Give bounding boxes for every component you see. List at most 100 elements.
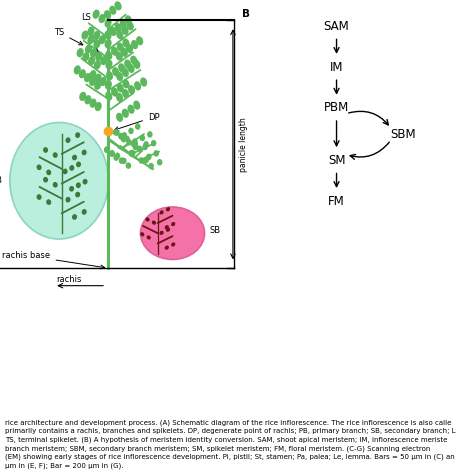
Ellipse shape [82, 209, 87, 215]
Ellipse shape [121, 157, 127, 164]
Ellipse shape [146, 154, 152, 160]
Ellipse shape [72, 155, 77, 160]
Ellipse shape [109, 150, 115, 157]
Ellipse shape [137, 146, 142, 152]
Text: LS: LS [82, 13, 100, 57]
Ellipse shape [105, 51, 112, 60]
Ellipse shape [122, 109, 129, 118]
Ellipse shape [87, 27, 94, 36]
Ellipse shape [140, 77, 147, 87]
Ellipse shape [90, 99, 97, 108]
Text: rachis base: rachis base [2, 251, 105, 269]
Ellipse shape [124, 136, 130, 142]
Text: C: C [5, 294, 11, 303]
Ellipse shape [142, 144, 148, 150]
Ellipse shape [166, 207, 170, 211]
Ellipse shape [53, 152, 58, 158]
Ellipse shape [36, 164, 42, 170]
Ellipse shape [116, 113, 123, 122]
Ellipse shape [100, 56, 108, 65]
Ellipse shape [121, 132, 127, 138]
Ellipse shape [122, 68, 129, 77]
Ellipse shape [113, 129, 118, 136]
Ellipse shape [143, 157, 149, 163]
Ellipse shape [106, 71, 113, 80]
Ellipse shape [128, 64, 135, 73]
Ellipse shape [76, 162, 81, 167]
Ellipse shape [146, 218, 150, 221]
Ellipse shape [113, 155, 119, 161]
Ellipse shape [128, 128, 134, 134]
Ellipse shape [82, 179, 88, 184]
Text: St: St [343, 309, 350, 314]
Ellipse shape [73, 65, 81, 74]
Ellipse shape [90, 48, 97, 57]
Ellipse shape [124, 59, 131, 69]
Ellipse shape [119, 133, 125, 140]
Text: SB: SB [210, 226, 220, 235]
Ellipse shape [10, 122, 109, 239]
Ellipse shape [164, 246, 169, 250]
Ellipse shape [104, 10, 111, 19]
Ellipse shape [159, 231, 164, 235]
Ellipse shape [36, 194, 42, 200]
Text: panicle length: panicle length [239, 117, 248, 172]
Ellipse shape [116, 72, 123, 81]
Ellipse shape [122, 79, 129, 89]
Ellipse shape [43, 177, 48, 182]
Ellipse shape [164, 225, 169, 229]
Text: E: E [195, 294, 201, 303]
Ellipse shape [63, 169, 68, 174]
Ellipse shape [138, 157, 144, 164]
Ellipse shape [121, 26, 128, 35]
Text: Le: Le [453, 309, 461, 314]
Ellipse shape [92, 9, 100, 19]
Ellipse shape [131, 40, 138, 49]
Ellipse shape [109, 27, 117, 36]
Ellipse shape [157, 159, 163, 165]
Ellipse shape [90, 70, 96, 79]
Ellipse shape [115, 23, 122, 32]
Ellipse shape [99, 14, 106, 23]
Ellipse shape [117, 83, 124, 92]
Ellipse shape [75, 132, 80, 138]
Ellipse shape [122, 89, 129, 98]
Text: PBM: PBM [127, 389, 142, 395]
Text: SBM: SBM [390, 128, 416, 141]
Ellipse shape [133, 100, 140, 110]
Ellipse shape [122, 38, 129, 48]
Text: B: B [242, 9, 250, 19]
Ellipse shape [100, 77, 107, 86]
Ellipse shape [109, 150, 115, 156]
Ellipse shape [72, 214, 77, 220]
Text: DP: DP [115, 112, 160, 131]
Ellipse shape [84, 73, 91, 82]
Ellipse shape [129, 150, 134, 156]
Ellipse shape [127, 21, 134, 30]
Text: TS: TS [54, 28, 83, 45]
Text: PB: PB [0, 176, 2, 185]
Ellipse shape [104, 146, 109, 153]
Text: F: F [290, 294, 296, 303]
Ellipse shape [159, 210, 164, 215]
Ellipse shape [95, 52, 102, 61]
Ellipse shape [46, 170, 51, 175]
Ellipse shape [105, 91, 112, 100]
Ellipse shape [105, 146, 110, 153]
Ellipse shape [114, 129, 119, 136]
Text: G: G [385, 294, 393, 303]
Ellipse shape [166, 228, 170, 232]
Ellipse shape [104, 18, 111, 27]
Ellipse shape [93, 31, 100, 40]
Ellipse shape [143, 141, 149, 147]
Ellipse shape [65, 137, 71, 143]
Ellipse shape [65, 197, 71, 202]
Ellipse shape [126, 44, 133, 53]
Text: SAM: SAM [324, 20, 349, 33]
Ellipse shape [104, 31, 111, 40]
Ellipse shape [120, 19, 127, 28]
Ellipse shape [93, 39, 100, 49]
Ellipse shape [126, 162, 131, 169]
Ellipse shape [82, 52, 90, 61]
Ellipse shape [152, 220, 156, 225]
